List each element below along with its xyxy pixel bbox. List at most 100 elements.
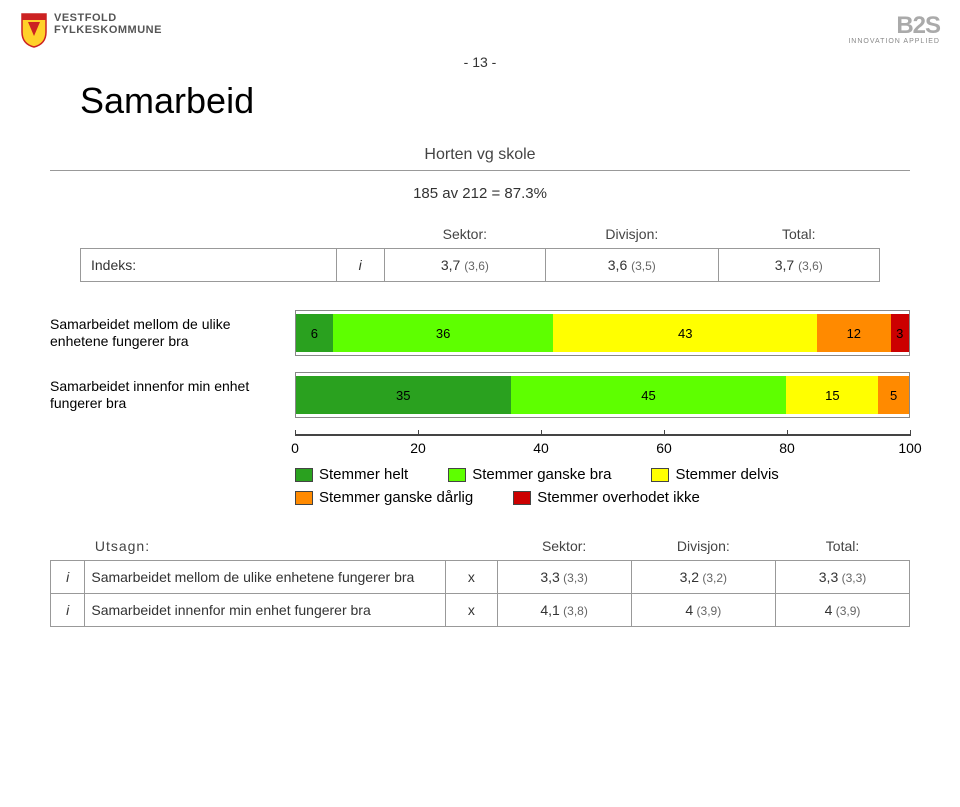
divider <box>50 170 910 171</box>
bar-segment: 5 <box>878 376 909 414</box>
bar-frame: 3545155 <box>295 372 910 418</box>
axis-tick-label: 20 <box>410 440 426 456</box>
index-th-divisjon: Divisjon: <box>546 220 718 249</box>
bar-segment: 45 <box>511 376 787 414</box>
utsagn-cell: 3,3 (3,3) <box>776 561 910 594</box>
index-score-letter: i <box>336 249 384 282</box>
brand: VESTFOLD FYLKESKOMMUNE <box>20 12 162 48</box>
shield-icon <box>20 12 48 48</box>
chart-row-label: Samarbeidet innenfor min enhet fungerer … <box>50 378 295 413</box>
table-row: iSamarbeidet mellom de ulike enhetene fu… <box>51 561 910 594</box>
bar-segment: 3 <box>891 314 909 352</box>
chart-row-label: Samarbeidet mellom de ulike enhetene fun… <box>50 316 295 351</box>
index-paren: (3,6) <box>464 259 489 273</box>
legend-swatch <box>651 468 669 482</box>
b2s-tagline: INNOVATION APPLIED <box>848 38 940 45</box>
utsagn-label: Samarbeidet mellom de ulike enhetene fun… <box>85 561 446 594</box>
bar-area: 63643123 <box>295 310 910 356</box>
subtitle: Horten vg skole <box>20 146 940 164</box>
utsagn-header-row: Utsagn: Sektor: Divisjon: Total: <box>51 532 910 561</box>
bar-segment: 15 <box>786 376 878 414</box>
utsagn-score-letter: i <box>51 561 85 594</box>
b2s-logo-text: B2S <box>896 12 940 39</box>
utsagn-score-letter: i <box>51 594 85 627</box>
utsagn-x: x <box>446 561 498 594</box>
index-cell-divisjon: 3,6 (3,5) <box>546 249 718 282</box>
utsagn-cell: 4,1 (3,8) <box>497 594 631 627</box>
legend-item: Stemmer ganske dårlig <box>295 489 473 506</box>
legend-item: Stemmer overhodet ikke <box>513 489 700 506</box>
axis-tick-label: 40 <box>533 440 549 456</box>
index-row-label: Indeks: <box>81 249 337 282</box>
chart-row: Samarbeidet mellom de ulike enhetene fun… <box>50 310 910 356</box>
legend-label: Stemmer ganske bra <box>472 466 611 483</box>
brand-text: VESTFOLD FYLKESKOMMUNE <box>54 12 162 36</box>
legend-item: Stemmer ganske bra <box>448 466 611 483</box>
bar-segment: 35 <box>296 376 511 414</box>
utsagn-val: 3,3 <box>819 569 838 585</box>
index-th-sektor: Sektor: <box>384 220 545 249</box>
response-rate: 185 av 212 = 87.3% <box>20 185 940 202</box>
axis-tick-label: 80 <box>779 440 795 456</box>
utsagn-paren: (3,2) <box>699 571 727 585</box>
legend-swatch <box>295 468 313 482</box>
index-row: Indeks: i 3,7 (3,6) 3,6 (3,5) 3,7 (3,6) <box>81 249 880 282</box>
chart-axis: 020406080100 <box>50 434 910 456</box>
bar-area: 3545155 <box>295 372 910 418</box>
index-cell-sektor: 3,7 (3,6) <box>384 249 545 282</box>
utsagn-val: 4,1 <box>540 602 559 618</box>
legend-label: Stemmer overhodet ikke <box>537 489 700 506</box>
index-table: Sektor: Divisjon: Total: Indeks: i 3,7 (… <box>80 220 880 282</box>
table-row: iSamarbeidet innenfor min enhet fungerer… <box>51 594 910 627</box>
utsagn-th-divisjon: Divisjon: <box>631 532 775 561</box>
bar-segment: 43 <box>553 314 817 352</box>
axis-tick-label: 60 <box>656 440 672 456</box>
utsagn-paren: (3,9) <box>832 604 860 618</box>
utsagn-table: Utsagn: Sektor: Divisjon: Total: iSamarb… <box>50 532 910 627</box>
index-val: 3,6 <box>608 257 627 273</box>
page-number: - 13 - <box>20 54 940 70</box>
bar-segment: 12 <box>817 314 891 352</box>
utsagn-paren: (3,3) <box>838 571 866 585</box>
axis-tick-label: 100 <box>898 440 921 456</box>
index-val: 3,7 <box>441 257 460 273</box>
utsagn-paren: (3,9) <box>693 604 721 618</box>
legend-label: Stemmer ganske dårlig <box>319 489 473 506</box>
index-header-row: Sektor: Divisjon: Total: <box>81 220 880 249</box>
utsagn-cell: 3,2 (3,2) <box>631 561 775 594</box>
legend-label: Stemmer delvis <box>675 466 778 483</box>
legend-swatch <box>448 468 466 482</box>
legend-swatch <box>513 491 531 505</box>
index-th-total: Total: <box>718 220 880 249</box>
brand-line2: FYLKESKOMMUNE <box>54 24 162 36</box>
utsagn-val: 3,3 <box>540 569 559 585</box>
stacked-bar-chart: Samarbeidet mellom de ulike enhetene fun… <box>50 310 910 456</box>
page-title: Samarbeid <box>80 80 940 122</box>
utsagn-x: x <box>446 594 498 627</box>
legend-item: Stemmer helt <box>295 466 408 483</box>
utsagn-paren: (3,3) <box>560 571 588 585</box>
utsagn-th-label: Utsagn: <box>85 532 446 561</box>
chart-legend: Stemmer helt Stemmer ganske bra Stemmer de… <box>295 466 910 506</box>
utsagn-cell: 3,3 (3,3) <box>497 561 631 594</box>
index-val: 3,7 <box>775 257 794 273</box>
header: VESTFOLD FYLKESKOMMUNE B2S INNOVATION AP… <box>20 12 940 48</box>
legend-item: Stemmer delvis <box>651 466 778 483</box>
utsagn-cell: 4 (3,9) <box>776 594 910 627</box>
utsagn-cell: 4 (3,9) <box>631 594 775 627</box>
brand-line1: VESTFOLD <box>54 12 162 24</box>
bar-segment: 36 <box>333 314 554 352</box>
legend-swatch <box>295 491 313 505</box>
b2s-logo: B2S INNOVATION APPLIED <box>848 12 940 45</box>
index-paren: (3,5) <box>631 259 656 273</box>
utsagn-th-sektor: Sektor: <box>497 532 631 561</box>
utsagn-val: 3,2 <box>680 569 699 585</box>
index-paren: (3,6) <box>798 259 823 273</box>
utsagn-paren: (3,8) <box>560 604 588 618</box>
axis-tick-label: 0 <box>291 440 299 456</box>
bar-frame: 63643123 <box>295 310 910 356</box>
legend-label: Stemmer helt <box>319 466 408 483</box>
utsagn-th-total: Total: <box>776 532 910 561</box>
bar-segment: 6 <box>296 314 333 352</box>
page: VESTFOLD FYLKESKOMMUNE B2S INNOVATION AP… <box>0 0 960 647</box>
